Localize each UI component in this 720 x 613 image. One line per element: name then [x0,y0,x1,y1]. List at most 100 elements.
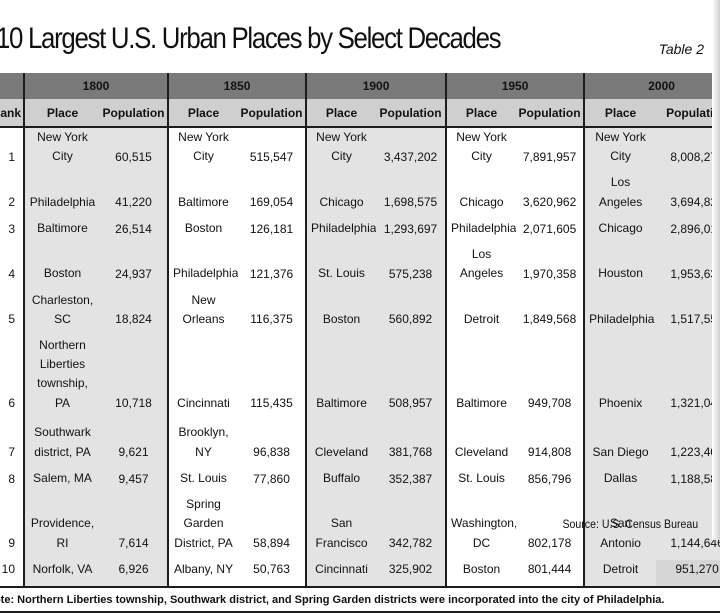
decade-corner-cell [0,73,24,99]
place-cell: Charleston, SC [23,290,100,336]
table-row: 1 New York City 60,515 New York City 515,547… [0,127,720,174]
place-header: Place [445,99,517,128]
population-cell: 8,008,278 [656,127,720,174]
place-header: Place [167,99,239,128]
place-cell: Baltimore [305,336,377,420]
place-cell: Cincinnati [167,336,239,420]
population-cell: 10,718 [100,336,169,420]
rank-cell: 9 [8,536,15,551]
population-cell: 575,238 [376,245,447,291]
table-row: 10 Norfolk, VA 6,926 Albany, NY 50,763 Cincin… [0,559,720,587]
population-cell: 914,808 [527,445,572,460]
population-cell: 24,937 [100,245,169,291]
place-cell: Chicago [305,173,377,219]
population-header: Population [100,99,169,128]
population-cell: 3,437,202 [376,127,447,174]
urban-places-table: 1800 1850 1900 1950 2000 Rank Place Popu… [0,73,720,613]
population-header: Population [656,99,720,128]
place-cell: Philadelphia [445,218,517,246]
population-cell: 41,220 [100,173,169,219]
decade-header-1850: 1850 [167,73,307,99]
population-cell: 801,444 [527,562,572,577]
place-cell: Brooklyn, NY [167,419,239,469]
column-header-row: Rank Place Population Place Population P… [0,99,720,128]
place-cell: Norfolk, VA [23,559,100,587]
place-cell: Boston [445,559,517,587]
decade-header-row: 1800 1850 1900 1950 2000 [0,73,720,99]
place-cell: Providence, RI [23,495,100,560]
place-cell: New York City [445,127,517,174]
place-cell: Cleveland [305,419,377,469]
place-cell: Los Angeles [583,173,657,219]
place-cell: San Diego [583,419,657,469]
decade-header-1950: 1950 [445,73,585,99]
population-cell: 115,435 [250,396,293,411]
population-cell: 1,223,400 [656,419,720,469]
place-cell: Philadelphia [305,218,377,246]
place-cell: Boston [23,245,100,291]
place-cell: Boston [305,290,377,336]
population-cell: 126,181 [249,221,294,236]
place-cell: Chicago [445,173,517,219]
rank-cell: 4 [8,267,15,282]
population-cell: 1,849,568 [522,312,577,327]
table-row: 7 Southwark district, PA 9,621 Brooklyn, NY… [0,419,720,469]
population-cell: 1,953,631 [656,245,720,291]
population-cell: 342,782 [376,495,447,560]
decade-header-1900: 1900 [305,73,447,99]
table-row: 5 Charleston, SC 18,824 New Orleans 116,375 B… [0,290,720,336]
place-cell: Baltimore [167,173,239,219]
place-cell: St. Louis [305,245,377,291]
table-row: 3 Baltimore 26,514 Boston 126,181 Philadelphi… [0,218,720,246]
population-cell: 60,515 [100,127,169,174]
decade-header-1800: 1800 [22,73,169,99]
population-cell: 1,293,697 [376,218,447,246]
place-cell: St. Louis [167,468,239,496]
population-cell: 1,321,045 [656,336,720,420]
table-note: Note: Northern Liberties township, South… [0,586,720,613]
place-cell: Philadelphia [23,173,100,219]
population-cell: 3,620,962 [522,195,577,210]
place-cell: New York City [305,127,377,174]
place-cell: Baltimore [445,336,517,420]
decade-header-2000: 2000 [583,73,720,99]
population-cell: 9,621 [100,419,169,469]
population-cell: 77,860 [253,471,290,486]
place-cell: Baltimore [23,218,100,246]
page-title: 10 Largest U.S. Urban Places by Select D… [0,22,502,55]
population-cell: 7,891,957 [522,149,577,164]
population-cell: 949,708 [527,396,572,411]
population-header: Population [238,99,307,128]
place-cell: St. Louis [445,468,517,496]
population-cell: 7,614 [100,495,169,560]
place-cell: Spring Garden District, PA [167,495,239,560]
place-cell: Los Angeles [445,245,517,291]
place-cell: Philadelphia [167,245,239,291]
population-cell: 325,902 [376,559,447,587]
population-header: Population [516,99,585,128]
place-cell: Chicago [583,218,657,246]
table-row: 6 Northern Liberties township, PA 10,718 Ci… [0,336,720,420]
population-cell: 3,694,820 [656,173,720,219]
place-cell: New Orleans [167,290,239,336]
place-header: Place [23,99,100,128]
place-header: Place [583,99,657,128]
place-cell: Southwark district, PA [23,419,100,469]
table-note-row: Note: Northern Liberties township, South… [0,586,720,613]
population-cell: 560,892 [376,290,447,336]
rank-cell: 10 [1,562,15,577]
rank-cell: 5 [8,312,15,327]
place-cell: Cleveland [445,419,517,469]
rank-cell: 3 [8,221,15,236]
population-cell: 50,763 [253,562,290,577]
table-row: 2 Philadelphia 41,220 Baltimore 169,054 Chica… [0,173,720,219]
place-cell: Albany, NY [167,559,239,587]
place-cell: New York City [167,127,239,174]
population-cell: 352,387 [376,468,447,496]
place-cell: Detroit [583,559,657,587]
population-cell: 18,824 [100,290,169,336]
place-cell: Philadelphia [583,290,657,336]
table-row: 8 Salem, MA 9,457 St. Louis 77,860 Buffalo 352… [0,468,720,496]
population-cell: 1,970,358 [522,267,577,282]
rank-cell: 7 [8,445,15,460]
